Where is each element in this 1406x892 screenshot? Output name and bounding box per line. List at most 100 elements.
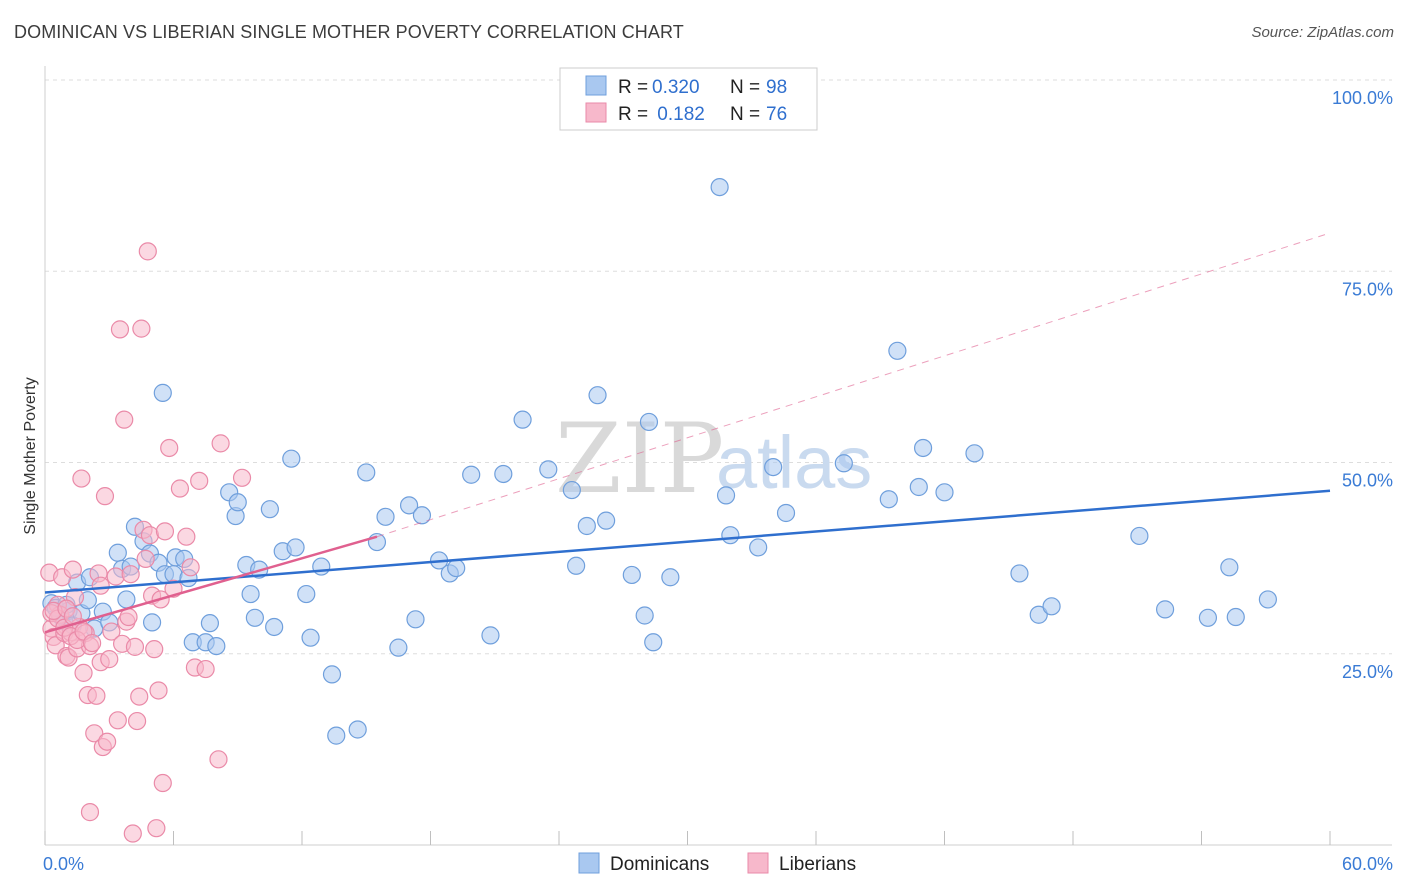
bottom-legend-liberians: Liberians [779, 854, 856, 875]
dominican-point [327, 726, 346, 745]
dominican-point [513, 410, 532, 429]
legend-n-value-2: 76 [766, 104, 787, 125]
dominican-point [348, 720, 367, 739]
dominican-point [776, 503, 796, 523]
dominican-point [913, 438, 933, 458]
dominican-point [622, 565, 641, 585]
dominican-point [879, 490, 898, 509]
dominican-point [1226, 607, 1245, 627]
y-tick-labels: 25.0% 50.0% 75.0% 100.0% [1332, 88, 1393, 682]
liberian-point [127, 711, 147, 731]
liberian-point [196, 659, 215, 679]
dominican-point [286, 538, 305, 557]
legend-n-label-2: N = [730, 104, 760, 125]
gridlines [45, 79, 1392, 655]
dominican-point [1258, 590, 1277, 609]
x-tick-label: 60.0% [1342, 854, 1393, 874]
y-tick-label: 25.0% [1342, 662, 1393, 682]
dominican-point [367, 532, 387, 552]
dominican-point [241, 584, 260, 604]
dominican-point [1042, 597, 1061, 616]
liberian-point [108, 711, 127, 730]
dominican-point [297, 584, 316, 604]
dominican-point [834, 454, 853, 473]
liberian-point [155, 522, 175, 541]
dominican-point [153, 383, 172, 402]
dominican-point [260, 500, 279, 519]
dominican-point [935, 483, 954, 502]
chart-title: DOMINICAN VS LIBERIAN SINGLE MOTHER POVE… [14, 22, 684, 42]
dominican-point [965, 444, 984, 463]
x-tick-labels: 0.0% 60.0% [43, 854, 1393, 874]
legend-swatch-dominicans [585, 75, 607, 96]
legend-r-label-2: R = [618, 104, 648, 125]
liberian-point [181, 558, 200, 577]
dominican-point [639, 412, 659, 432]
y-axis-title: Single Mother Poverty [22, 377, 39, 534]
liberian-point [145, 640, 164, 659]
dominican-point [406, 610, 425, 629]
source-label: Source: ZipAtlas.com [1251, 24, 1394, 41]
dominican-point [635, 606, 654, 625]
axes [44, 66, 1392, 846]
legend-r-value-1: 0.320 [652, 77, 700, 98]
legend-r-label-1: R = [618, 77, 648, 98]
dominican-point [207, 636, 226, 656]
legend-n-value-1: 98 [766, 77, 787, 98]
dominican-point [481, 626, 500, 645]
liberian-point [121, 565, 140, 584]
legend-swatch-liberians [585, 102, 607, 123]
dominican-point [749, 538, 768, 557]
y-tick-label: 100.0% [1332, 88, 1393, 108]
dominican-point [577, 516, 596, 536]
dominican-point [142, 613, 162, 632]
liberian-point [147, 819, 166, 838]
dominican-point [597, 511, 616, 530]
watermark-zip: ZIP [555, 403, 724, 515]
liberian-point [130, 687, 149, 706]
liberian-point [123, 824, 142, 843]
liberian-point [177, 527, 196, 546]
liberians-points [40, 242, 252, 843]
dominican-point [245, 608, 264, 627]
dominican-point [312, 557, 331, 576]
dominican-point [1155, 600, 1175, 619]
liberian-point [138, 242, 157, 261]
dominican-point [462, 465, 481, 484]
dominican-point [721, 526, 740, 545]
bottom-swatch-liberians [747, 852, 769, 874]
liberian-point [85, 724, 104, 743]
liberian-point [149, 681, 168, 700]
liberian-point [110, 320, 130, 339]
liberian-point [170, 479, 190, 498]
dominican-point [716, 486, 736, 505]
liberian-point [190, 471, 209, 490]
liberian-point [63, 560, 82, 579]
dominican-point [539, 460, 558, 479]
liberian-point [72, 469, 91, 488]
liberian-point [115, 410, 134, 429]
dominican-point [265, 617, 284, 637]
liberian-point [95, 487, 115, 506]
dominican-point [644, 633, 663, 652]
liberian-point [98, 732, 117, 751]
liberian-point [136, 549, 155, 568]
bottom-legend-dominicans: Dominicans [610, 854, 709, 875]
trend-lines [44, 232, 1331, 634]
dominican-point [399, 496, 419, 515]
dominican-point [661, 568, 680, 587]
bottom-swatch-dominicans [578, 852, 600, 874]
dominican-point [888, 341, 907, 360]
liberian-point [91, 576, 110, 595]
liberian-point [83, 633, 102, 653]
dominican-point [412, 506, 432, 525]
dominican-point [117, 590, 136, 609]
liberian-point [80, 803, 100, 822]
liberian-trend-extension [376, 232, 1331, 538]
liberian-point [102, 622, 121, 641]
dominican-trend-line [44, 489, 1331, 594]
liberian-point [132, 319, 151, 338]
dominican-point [567, 556, 586, 575]
dominican-point [282, 449, 301, 468]
